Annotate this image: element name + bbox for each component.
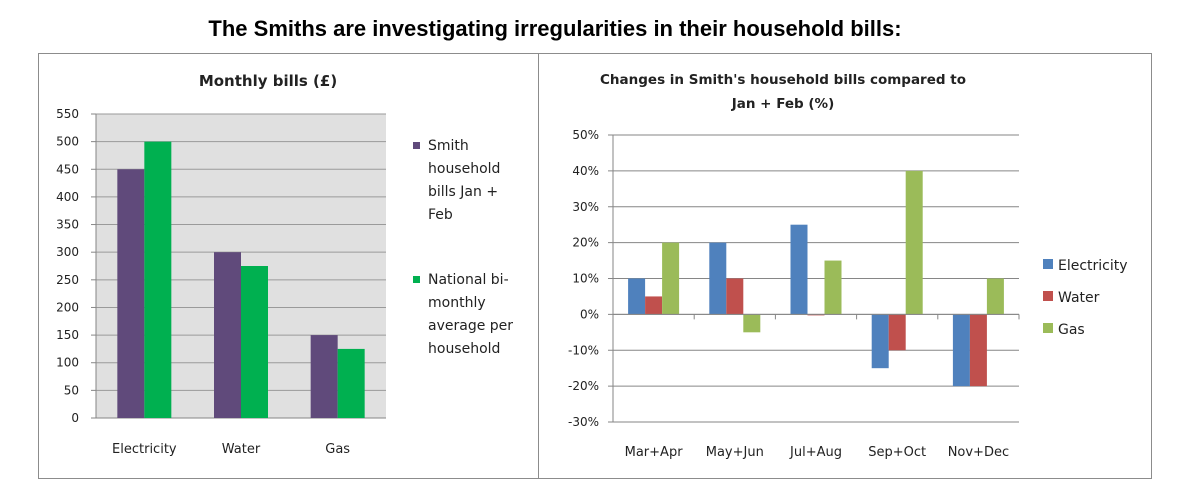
bar-water-may-jun — [726, 278, 744, 315]
bar-gas-nov-dec — [986, 278, 1004, 315]
bar-gas-may-jun — [743, 314, 761, 333]
x-category-label: Mar+Apr — [625, 445, 684, 460]
y-tick-label: 100 — [56, 356, 79, 370]
bar-gas-sep-oct — [905, 170, 923, 315]
x-category-label: Electricity — [112, 442, 177, 457]
legend-label-line: National bi- — [428, 272, 509, 288]
bar-water-mar-apr — [645, 296, 663, 315]
legend-label-line: household — [428, 161, 500, 177]
chart-title-line-1: Changes in Smith's household bills compa… — [600, 72, 966, 88]
x-category-label: Water — [222, 442, 261, 457]
y-tick-label: 150 — [56, 328, 79, 342]
legend-swatch — [413, 276, 420, 283]
y-tick-label: 0% — [580, 307, 599, 321]
x-category-label: Nov+Dec — [948, 445, 1009, 460]
y-tick-label: 0 — [71, 411, 79, 425]
y-tick-label: 250 — [56, 273, 79, 287]
legend-label-line: household — [428, 341, 500, 357]
y-tick-label: 50% — [572, 128, 599, 142]
bar-water-sep-oct — [888, 314, 906, 351]
legend-label-line: bills Jan + — [428, 184, 498, 200]
y-tick-label: 40% — [572, 164, 599, 178]
y-tick-label: 50 — [64, 383, 79, 397]
y-tick-label: 20% — [572, 236, 599, 250]
y-tick-label: -20% — [568, 379, 599, 393]
legend-label-line: Smith — [428, 138, 469, 154]
legend-swatch-electricity — [1043, 259, 1053, 269]
bar-gas-jul-aug — [824, 260, 842, 315]
y-tick-label: 500 — [56, 135, 79, 149]
y-tick-label: 350 — [56, 218, 79, 232]
bar-national-electricity — [144, 141, 172, 418]
monthly-bills-chart-panel: Monthly bills (£) 0 50 100 150 200 250 300 350 4… — [38, 53, 539, 479]
bill-changes-chart-panel: Changes in Smith's household bills compa… — [538, 53, 1152, 479]
legend-label-line: average per — [428, 318, 513, 334]
bar-water-nov-dec — [969, 314, 987, 387]
bar-gas-mar-apr — [662, 242, 680, 315]
x-category-label: Gas — [325, 442, 350, 457]
bar-electricity-nov-dec — [952, 314, 970, 387]
chart-title: Monthly bills (£) — [199, 72, 337, 90]
bar-smith-electricity — [117, 169, 145, 418]
bar-electricity-mar-apr — [628, 278, 646, 315]
y-tick-label: -10% — [568, 343, 599, 357]
bar-electricity-sep-oct — [871, 314, 889, 369]
legend-label-line: monthly — [428, 295, 486, 311]
legend-label-gas: Gas — [1058, 322, 1085, 338]
y-tick-label: 450 — [56, 162, 79, 176]
bill-changes-chart: Changes in Smith's household bills compa… — [568, 72, 1128, 460]
y-tick-label: 10% — [572, 272, 599, 286]
y-tick-label: -30% — [568, 415, 599, 429]
legend-swatch — [413, 142, 420, 149]
y-tick-label: 300 — [56, 245, 79, 259]
bar-electricity-jul-aug — [790, 224, 808, 315]
y-tick-label: 550 — [56, 107, 79, 121]
legend-label-electricity: Electricity — [1058, 258, 1128, 274]
legend-swatch-gas — [1043, 323, 1053, 333]
bar-national-water — [241, 266, 268, 418]
legend-label-water: Water — [1058, 290, 1100, 306]
chart-title-line-2: Jan + Feb (%) — [731, 96, 835, 112]
legend-label-line: Feb — [428, 207, 453, 223]
x-category-label: May+Jun — [706, 445, 764, 460]
x-category-label: Jul+Aug — [789, 445, 842, 460]
bar-national-gas — [337, 348, 365, 418]
y-tick-label: 400 — [56, 190, 79, 204]
monthly-bills-chart: Monthly bills (£) 0 50 100 150 200 250 300 350 4… — [56, 72, 513, 457]
bar-smith-water — [214, 252, 241, 418]
legend-swatch-water — [1043, 291, 1053, 301]
page-title: The Smiths are investigating irregularit… — [208, 16, 902, 41]
y-tick-label: 30% — [572, 200, 599, 214]
bar-electricity-may-jun — [709, 242, 727, 315]
x-category-label: Sep+Oct — [868, 445, 926, 460]
y-tick-label: 200 — [56, 300, 79, 314]
bar-smith-gas — [310, 335, 338, 418]
